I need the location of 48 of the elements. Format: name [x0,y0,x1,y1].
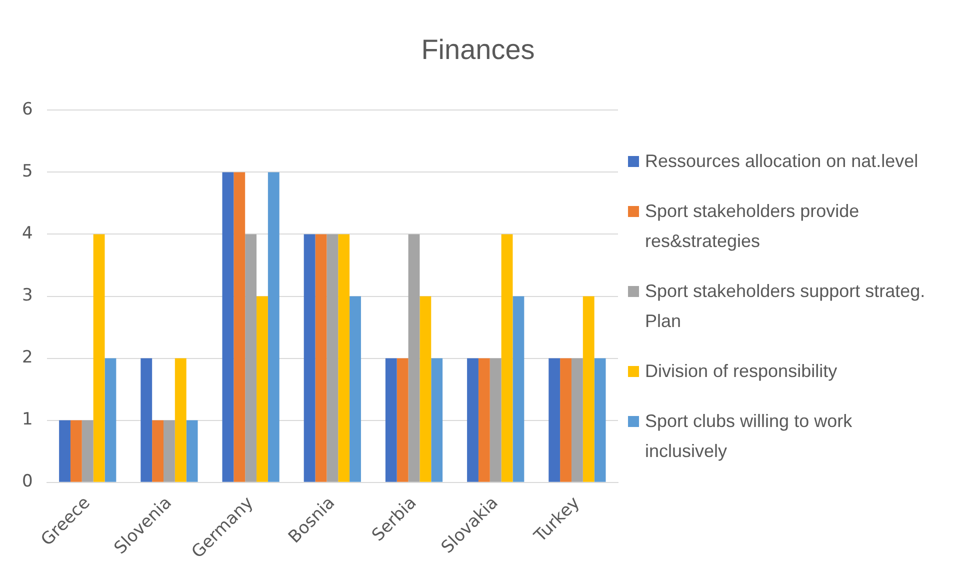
bar [70,420,82,482]
bar [140,358,152,482]
bar [478,358,490,482]
y-tick-label: 0 [22,472,33,492]
bar [186,420,198,482]
bar [59,420,70,482]
y-tick-label: 4 [22,224,33,244]
bar [408,234,420,482]
legend-label: Sport stakeholders provide res&strategies [645,200,860,253]
bar [222,172,234,482]
bar [350,296,361,482]
legend-label: Sport clubs willing to work inclusively [645,410,854,463]
bar [245,234,257,482]
y-tick-label: 1 [22,410,33,430]
bar [256,296,268,482]
bar [152,420,164,482]
bar [571,358,583,482]
y-tick-label: 5 [22,162,33,182]
bar [338,234,350,482]
bar [490,358,502,482]
bar [82,420,94,482]
bar [304,234,316,482]
bar [467,358,478,482]
bar [501,234,513,482]
bar [164,420,175,482]
chart-title: Finances [420,33,536,67]
bar [93,234,105,482]
legend-label: Sport stakeholders support strateg. Plan [645,280,926,333]
y-tick-label: 2 [22,348,33,368]
legend-label: Division of responsibility [645,360,838,383]
legend-label: Ressources allocation on nat.level [645,150,918,173]
bar [385,358,397,482]
bar [560,358,572,482]
bar [582,296,594,482]
bar [234,172,246,482]
bar [315,234,327,482]
bar [431,358,443,482]
bar [548,358,560,482]
bar [512,296,524,482]
bar [594,358,606,482]
bar [326,234,338,482]
bar [268,172,280,482]
bar [420,296,432,482]
bar [174,358,186,482]
y-tick-label: 3 [22,286,33,306]
y-tick-label: 6 [22,100,33,120]
bar [104,358,116,482]
bar [396,358,408,482]
